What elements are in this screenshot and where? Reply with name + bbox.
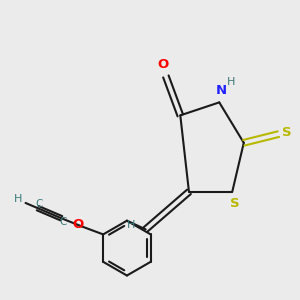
- Text: S: S: [230, 197, 240, 211]
- Text: C: C: [35, 199, 43, 209]
- Text: H: H: [127, 220, 135, 230]
- Text: C: C: [59, 217, 67, 227]
- Text: O: O: [72, 218, 84, 230]
- Text: N: N: [216, 84, 227, 97]
- Text: O: O: [158, 58, 169, 71]
- Text: H: H: [14, 194, 22, 205]
- Text: S: S: [282, 126, 291, 139]
- Text: H: H: [226, 76, 235, 87]
